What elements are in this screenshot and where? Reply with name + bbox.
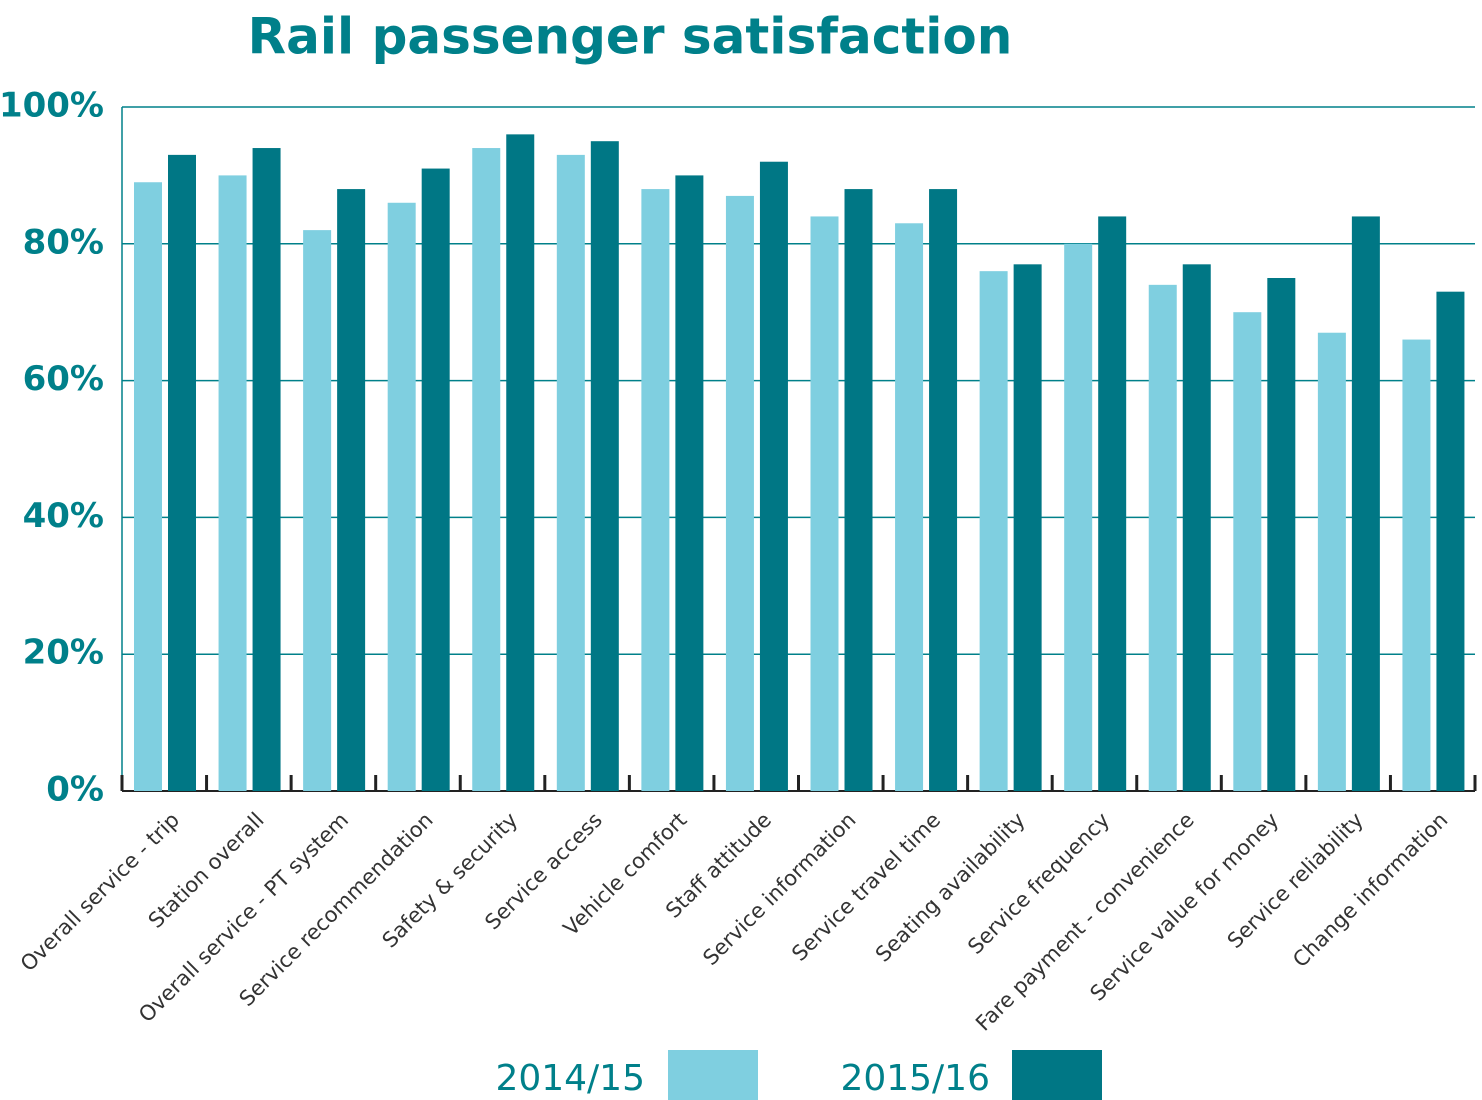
bar [1064, 243, 1093, 792]
y-tick-label: 80% [23, 222, 104, 262]
y-tick-label: 60% [23, 359, 104, 399]
bar [1013, 264, 1042, 791]
bar [1351, 216, 1380, 791]
bar [1098, 216, 1127, 791]
bar [844, 189, 873, 791]
bar [929, 189, 958, 791]
legend-swatch [668, 1050, 758, 1100]
bar [810, 216, 839, 791]
bar [759, 161, 788, 792]
bar [556, 154, 585, 791]
y-tick-label: 20% [23, 633, 104, 673]
bar [1182, 264, 1211, 791]
bar [590, 141, 619, 791]
x-tick-label: Overall service - trip [16, 808, 184, 976]
bar [1148, 284, 1177, 791]
bar [134, 182, 162, 792]
y-tick-label: 100% [0, 86, 104, 126]
bar [1436, 291, 1465, 791]
x-tick-label: Seating availability [871, 808, 1030, 967]
bar [895, 223, 924, 791]
bar [472, 148, 501, 792]
x-tick-label: Service travel time [787, 808, 945, 966]
bar [1267, 278, 1296, 791]
bar [1402, 339, 1431, 791]
bar [506, 134, 535, 792]
bar [1317, 332, 1346, 791]
bar [1233, 312, 1262, 791]
x-tick-label: Service information [698, 808, 860, 970]
legend-swatch [1012, 1050, 1102, 1100]
legend-label: 2014/15 [495, 1058, 645, 1099]
bar [252, 148, 281, 792]
bar [303, 230, 332, 791]
bar [218, 175, 247, 791]
y-tick-label: 0% [46, 770, 104, 810]
bar [725, 195, 754, 792]
bar [979, 271, 1008, 791]
bar [387, 202, 416, 791]
bar [675, 175, 704, 791]
x-tick-label: Change information [1288, 808, 1452, 972]
bar [421, 168, 450, 791]
bar [168, 154, 196, 791]
chart-title: Rail passenger satisfaction [248, 8, 1013, 66]
legend-label: 2015/16 [840, 1058, 990, 1099]
bar [641, 189, 670, 791]
x-tick-label: Service frequency [963, 808, 1114, 959]
y-tick-label: 40% [23, 496, 104, 536]
bar [337, 189, 366, 791]
